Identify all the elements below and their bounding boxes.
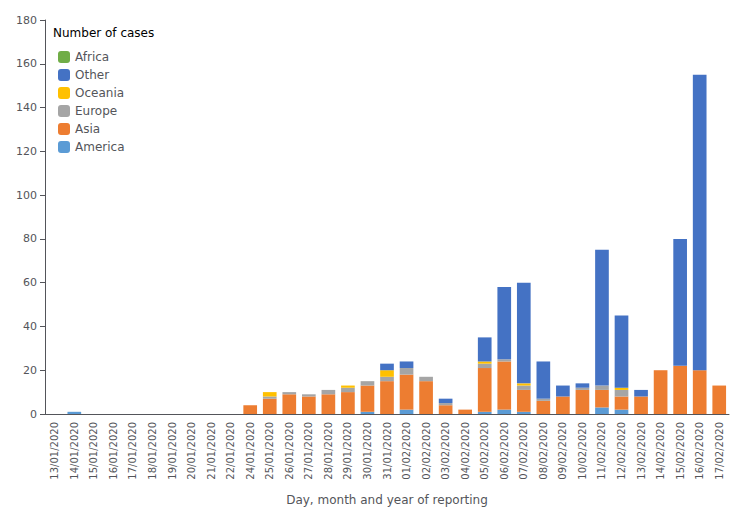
svg-text:Number of cases: Number of cases [53, 26, 154, 40]
svg-text:17/01/2020: 17/01/2020 [127, 422, 138, 480]
svg-text:21/01/2020: 21/01/2020 [206, 422, 217, 480]
svg-text:20/01/2020: 20/01/2020 [186, 422, 197, 480]
svg-text:03/02/2020: 03/02/2020 [440, 422, 451, 480]
svg-text:05/02/2020: 05/02/2020 [479, 422, 490, 480]
svg-text:Oceania: Oceania [75, 86, 124, 100]
svg-text:22/01/2020: 22/01/2020 [225, 422, 236, 480]
svg-text:28/01/2020: 28/01/2020 [323, 422, 334, 480]
svg-text:31/01/2020: 31/01/2020 [382, 422, 393, 480]
svg-text:01/02/2020: 01/02/2020 [401, 422, 412, 480]
svg-text:180: 180 [16, 14, 37, 27]
svg-text:29/01/2020: 29/01/2020 [342, 422, 353, 480]
svg-text:140: 140 [16, 101, 37, 114]
svg-text:160: 160 [16, 57, 37, 70]
svg-text:04/02/2020: 04/02/2020 [460, 422, 471, 480]
svg-text:16/02/2020: 16/02/2020 [694, 422, 705, 480]
svg-text:20: 20 [23, 364, 37, 377]
svg-text:12/02/2020: 12/02/2020 [616, 422, 627, 480]
svg-text:18/01/2020: 18/01/2020 [147, 422, 158, 480]
svg-text:27/01/2020: 27/01/2020 [303, 422, 314, 480]
svg-text:Day, month and year of reporti: Day, month and year of reporting [286, 493, 488, 507]
svg-text:19/01/2020: 19/01/2020 [167, 422, 178, 480]
svg-text:America: America [75, 140, 125, 154]
svg-text:15/01/2020: 15/01/2020 [88, 422, 99, 480]
svg-text:16/01/2020: 16/01/2020 [108, 422, 119, 480]
svg-text:120: 120 [16, 145, 37, 158]
svg-text:14/02/2020: 14/02/2020 [655, 422, 666, 480]
svg-text:Africa: Africa [75, 50, 109, 64]
svg-text:24/01/2020: 24/01/2020 [245, 422, 256, 480]
svg-text:09/02/2020: 09/02/2020 [557, 422, 568, 480]
svg-text:26/01/2020: 26/01/2020 [284, 422, 295, 480]
svg-text:60: 60 [23, 276, 37, 289]
svg-text:Europe: Europe [75, 104, 117, 118]
svg-text:Other: Other [75, 68, 109, 82]
svg-text:40: 40 [23, 320, 37, 333]
svg-text:80: 80 [23, 232, 37, 245]
svg-text:15/02/2020: 15/02/2020 [675, 422, 686, 480]
svg-text:0: 0 [30, 408, 37, 421]
svg-text:14/01/2020: 14/01/2020 [69, 422, 80, 480]
svg-text:13/01/2020: 13/01/2020 [49, 422, 60, 480]
svg-text:02/02/2020: 02/02/2020 [421, 422, 432, 480]
svg-text:17/02/2020: 17/02/2020 [714, 422, 725, 480]
svg-text:11/02/2020: 11/02/2020 [596, 422, 607, 480]
svg-text:25/01/2020: 25/01/2020 [264, 422, 275, 480]
svg-text:Asia: Asia [75, 122, 100, 136]
svg-text:06/02/2020: 06/02/2020 [499, 422, 510, 480]
svg-text:08/02/2020: 08/02/2020 [538, 422, 549, 480]
svg-text:100: 100 [16, 189, 37, 202]
svg-text:30/01/2020: 30/01/2020 [362, 422, 373, 480]
svg-text:10/02/2020: 10/02/2020 [577, 422, 588, 480]
svg-text:07/02/2020: 07/02/2020 [518, 422, 529, 480]
svg-text:13/02/2020: 13/02/2020 [636, 422, 647, 480]
